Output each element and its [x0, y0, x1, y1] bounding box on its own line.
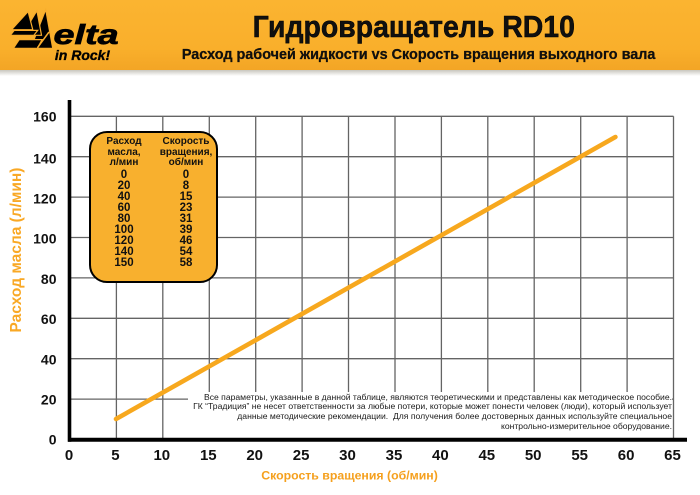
svg-text:20: 20: [41, 392, 57, 408]
svg-text:elta: elta: [54, 20, 119, 51]
svg-text:Расход масла (л/мин): Расход масла (л/мин): [8, 168, 25, 333]
svg-text:100: 100: [33, 231, 57, 247]
svg-text:120: 120: [33, 191, 57, 207]
svg-text:40: 40: [41, 351, 57, 367]
svg-text:in Rock!: in Rock!: [55, 47, 111, 63]
svg-text:5: 5: [111, 447, 119, 464]
svg-text:40: 40: [432, 447, 449, 464]
svg-text:50: 50: [525, 447, 542, 464]
svg-text:0: 0: [65, 447, 73, 464]
svg-text:30: 30: [339, 447, 356, 464]
svg-text:10: 10: [153, 447, 170, 464]
svg-text:45: 45: [478, 447, 495, 464]
svg-text:Скорость вращения (об/мин): Скорость вращения (об/мин): [261, 469, 438, 483]
svg-text:60: 60: [41, 311, 57, 327]
svg-text:65: 65: [664, 447, 681, 464]
svg-text:35: 35: [386, 447, 403, 464]
svg-text:140: 140: [33, 150, 57, 166]
svg-text:15: 15: [200, 447, 217, 464]
svg-text:80: 80: [41, 271, 57, 287]
svg-text:20: 20: [246, 447, 263, 464]
svg-text:160: 160: [33, 109, 57, 125]
svg-text:0: 0: [49, 432, 57, 448]
svg-text:60: 60: [618, 447, 635, 464]
svg-text:25: 25: [293, 447, 310, 464]
svg-text:55: 55: [571, 447, 588, 464]
